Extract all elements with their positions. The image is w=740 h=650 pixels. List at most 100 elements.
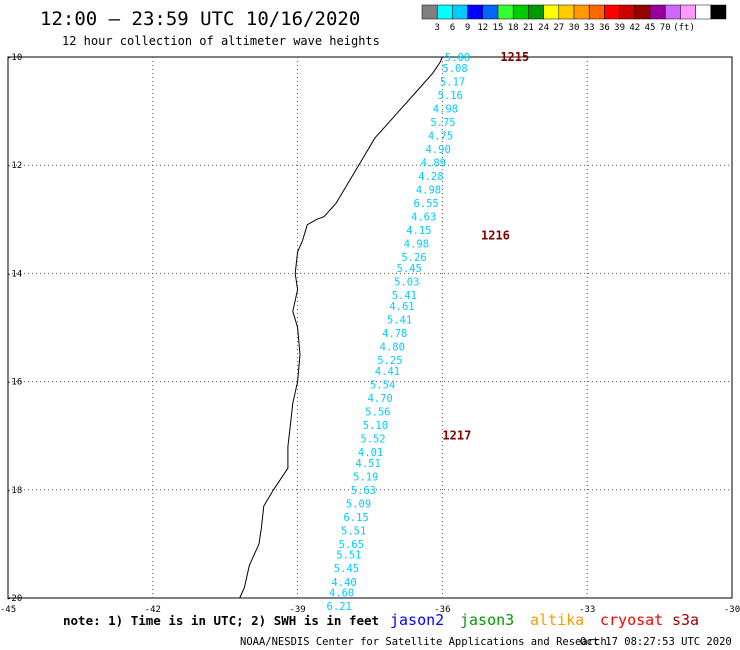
wave-height-value: 5.25 [377, 355, 402, 367]
coastline [239, 56, 443, 599]
legend-swatch [528, 4, 544, 20]
legend-tick-label: 12 [477, 23, 488, 33]
legend-tick-label: 15 [493, 23, 504, 33]
pass-time-label: 1217 [442, 429, 471, 443]
wave-height-value: 4.90 [426, 144, 451, 156]
satellite-name-jason2: jason2 [390, 611, 444, 629]
wave-height-value: 5.10 [363, 420, 388, 432]
wave-height-value: 5.63 [351, 485, 376, 497]
latitude-tick-label: -16 [6, 378, 22, 388]
satellite-name-altika: altika [530, 611, 584, 629]
legend-swatch [588, 4, 605, 20]
legend-tick-label: 27 [553, 23, 564, 33]
legend-swatch [649, 4, 666, 20]
wave-height-value: 4.98 [433, 103, 458, 115]
wave-height-value: 4.75 [428, 130, 453, 142]
longitude-tick-label: -30 [724, 605, 740, 615]
wave-height-value: 5.00 [445, 52, 470, 64]
wave-height-value: 4.78 [382, 328, 407, 340]
wave-height-value: 5.41 [392, 290, 417, 302]
wave-height-value: 5.26 [401, 252, 426, 264]
longitude-tick-label: -33 [579, 605, 595, 615]
credit-text: NOAA/NESDIS Center for Satellite Applica… [240, 636, 607, 648]
legend-unit: (ft) [673, 23, 695, 33]
legend-tick-label: 42 [629, 23, 640, 33]
wave-height-value: 4.01 [358, 447, 383, 459]
longitude-tick-label: -42 [145, 605, 161, 615]
wave-height-value: 5.54 [370, 379, 395, 391]
legend-tick-label: 30 [569, 23, 580, 33]
wave-height-value: 4.89 [421, 157, 446, 169]
wave-height-value: 5.45 [334, 563, 359, 575]
wave-height-value: 4.15 [406, 225, 431, 237]
legend-tick-label: 39 [614, 23, 625, 33]
legend-swatch [710, 4, 727, 20]
latitude-tick-label: -12 [6, 161, 22, 171]
legend-tick-label: 70 [660, 23, 671, 33]
legend-swatch [421, 4, 438, 20]
legend-tick-label: 3 [434, 23, 439, 33]
legend-swatch [604, 4, 620, 20]
legend-tick-label: 24 [538, 23, 549, 33]
legend-swatch [573, 4, 590, 20]
satellite-name-jason3: jason3 [460, 611, 514, 629]
legend-swatch [619, 4, 636, 20]
wave-height-value: 4.41 [375, 366, 400, 378]
wave-height-value: 5.16 [438, 90, 463, 102]
wave-height-value: 4.61 [389, 301, 414, 313]
wave-height-value: 5.75 [430, 117, 455, 129]
legend-swatch [482, 4, 499, 20]
legend-swatch [634, 4, 651, 20]
wave-height-value: 5.17 [440, 76, 465, 88]
wave-height-value: 5.19 [353, 471, 378, 483]
footer-note: note: 1) Time is in UTC; 2) SWH is in fe… [63, 613, 379, 628]
wave-height-value: 5.65 [339, 539, 364, 551]
legend-tick-label: 33 [584, 23, 595, 33]
legend-swatch [452, 4, 468, 20]
wave-height-value: 4.98 [404, 239, 429, 251]
timestamp-text: Oct 17 08:27:53 UTC 2020 [580, 636, 732, 648]
wave-height-value: 4.51 [356, 458, 381, 470]
legend-tick-label: 36 [599, 23, 610, 33]
wave-height-value: 6.15 [343, 512, 368, 524]
longitude-tick-label: -45 [0, 605, 16, 615]
wave-height-labels: 5.005.085.175.164.985.754.754.904.894.28… [327, 52, 471, 613]
wave-height-value: 4.98 [416, 185, 441, 197]
longitude-tick-label: -39 [289, 605, 305, 615]
legend-tick-label: 21 [523, 23, 534, 33]
latitude-tick-label: -20 [6, 594, 22, 604]
pass-time-label: 1216 [481, 229, 510, 243]
satellite-legend: jason2 jason3 altika cryosat s3a [390, 611, 699, 629]
legend-tick-label: 9 [465, 23, 470, 33]
latitude-ticks: -10 -12 -14 -16 -18 -20 [6, 53, 22, 604]
wave-height-value: 6.21 [327, 601, 352, 613]
latitude-tick-label: -18 [6, 486, 22, 496]
gridlines [8, 57, 732, 598]
longitude-tick-label: -36 [434, 605, 450, 615]
legend-swatch [664, 4, 681, 20]
plot-area: 5.005.085.175.164.985.754.754.904.894.28… [0, 50, 740, 615]
wave-height-value: 5.03 [394, 277, 419, 289]
wave-height-value: 5.51 [336, 550, 361, 562]
wave-height-value: 5.45 [397, 263, 422, 275]
wave-height-value: 5.56 [365, 406, 390, 418]
legend-tick-label: 45 [645, 23, 656, 33]
legend-swatch [436, 4, 453, 20]
satellite-name-cryosat: cryosat [600, 611, 663, 629]
legend-swatch [543, 4, 560, 20]
legend-tick-label: 18 [508, 23, 519, 33]
legend-swatch [512, 4, 529, 20]
legend-tick-label: 6 [450, 23, 455, 33]
wave-height-value: 5.52 [360, 433, 385, 445]
map-title: 12:00 — 23:59 UTC 10/16/2020 [40, 8, 360, 30]
wave-height-value: 5.51 [341, 525, 366, 537]
map-subtitle: 12 hour collection of altimeter wave hei… [62, 34, 380, 48]
wave-height-value: 4.40 [331, 577, 356, 589]
wave-height-value: 5.09 [346, 498, 371, 510]
wave-height-value: 6.55 [413, 198, 438, 210]
legend-swatch [558, 4, 575, 20]
legend-swatch [695, 4, 712, 20]
legend-swatch [680, 4, 696, 20]
wave-height-value: 4.60 [329, 588, 354, 600]
